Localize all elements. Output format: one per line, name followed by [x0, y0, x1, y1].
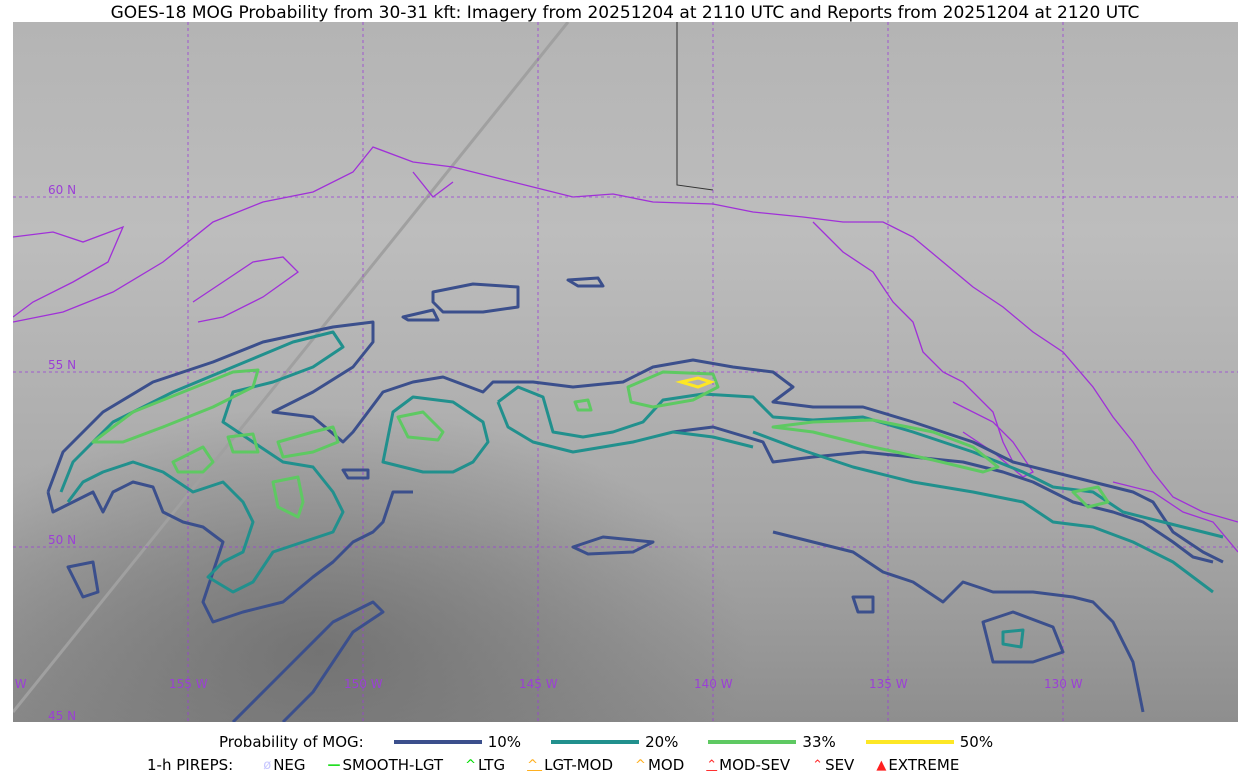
swatch-20pct [551, 740, 640, 744]
double-caret-icon: ⌃ [812, 757, 824, 773]
lon-label-150w: 150 W [344, 677, 383, 691]
lat-label-50n: 50 N [48, 533, 77, 547]
legend-10pct: 10% [487, 733, 522, 751]
legend-20pct: 20% [645, 733, 679, 751]
caret-icon-mod: ^ [635, 757, 646, 773]
probability-legend: Probability of MOG: 10% 20% 33% 50% [0, 733, 1250, 751]
map-svg [13, 22, 1238, 722]
figure-title: GOES-18 MOG Probability from 30-31 kft: … [110, 3, 1140, 23]
double-caret-bar-icon: ⌃ [706, 757, 718, 773]
lon-label-160w: 160 W [13, 677, 27, 691]
satellite-map: 60 N 55 N 50 N 45 N 160 W 155 W 150 W 14… [13, 22, 1238, 722]
legend-lgt-mod: LGT-MOD [544, 756, 614, 774]
legend-mod: MOD [647, 756, 685, 774]
legend-smooth-lgt: SMOOTH-LGT [342, 756, 444, 774]
swatch-10pct [393, 740, 482, 744]
lon-label-140w: 140 W [694, 677, 733, 691]
legend-mod-sev: MOD-SEV [719, 756, 791, 774]
lon-label-145w: 145 W [519, 677, 558, 691]
legend-50pct: 50% [959, 733, 994, 751]
lat-label-45n: 45 N [48, 709, 77, 722]
caret-icon: ^ [465, 757, 476, 773]
legend-33pct: 33% [802, 733, 836, 751]
swatch-33pct [708, 740, 797, 744]
legend-extreme: EXTREME [888, 756, 960, 774]
contour-50pct [675, 376, 716, 389]
filled-triangle-icon: ▲ [876, 757, 887, 773]
legend-sev: SEV [825, 756, 855, 774]
scan-line [13, 22, 570, 713]
lat-label-60n: 60 N [48, 183, 77, 197]
lon-label-155w: 155 W [169, 677, 208, 691]
lat-label-55n: 55 N [48, 358, 77, 372]
swatch-50pct [865, 740, 954, 744]
lat-lon-grid [13, 22, 1238, 722]
lon-label-135w: 135 W [869, 677, 908, 691]
prob-legend-title: Probability of MOG: [219, 733, 364, 751]
lon-label-130w: 130 W [1044, 677, 1083, 691]
caret-bar-icon: ^ [527, 757, 543, 773]
contour-33pct [91, 368, 1110, 519]
line-icon: — [327, 757, 341, 773]
legend-neg: NEG [273, 756, 306, 774]
pirep-legend-title: 1-h PIREPS: [147, 756, 234, 774]
border-line [676, 22, 714, 191]
contour-10pct [46, 276, 1224, 722]
neg-circle-slash-icon: ø [263, 757, 272, 773]
legend-ltg: LTG [477, 756, 506, 774]
pirep-legend: 1-h PIREPS: ø NEG — SMOOTH-LGT ^ LTG ^ LGT-… [0, 756, 1250, 774]
